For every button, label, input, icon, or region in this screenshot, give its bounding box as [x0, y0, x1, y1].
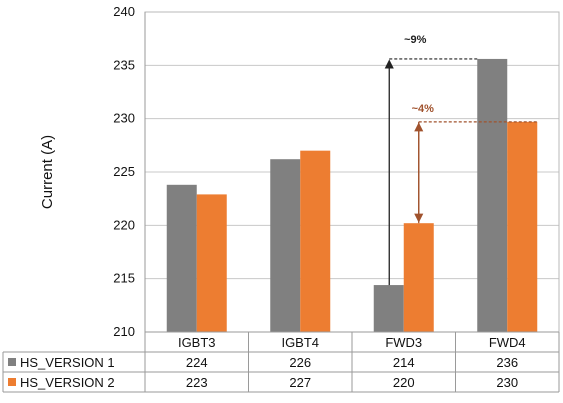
bars: [166, 58, 538, 332]
y-axis-ticks: 210 215 220 225 230 235 240: [113, 4, 135, 339]
category-label-fwd4: FWD4: [489, 335, 526, 350]
bar-hs-version-2-igbt4: [300, 150, 331, 332]
category-label-igbt3: IGBT3: [178, 335, 216, 350]
bar-hs-version-1-igbt3: [166, 184, 197, 332]
legend-label-1: HS_VERSION 1: [20, 355, 115, 370]
annotation-9pct-label: ~9%: [404, 34, 427, 46]
table-cell: 236: [496, 355, 518, 370]
bar-hs-version-2-fwd4: [507, 121, 538, 332]
table-cell: 226: [289, 355, 311, 370]
table-cell: 227: [289, 375, 311, 390]
annotations: ~9% ~4%: [384, 34, 538, 286]
y-tick-label: 240: [113, 4, 135, 19]
y-tick-label: 235: [113, 57, 135, 72]
bar-hs-version-1-igbt4: [270, 159, 301, 332]
table-cell: 223: [186, 375, 208, 390]
bar-hs-version-2-igbt3: [196, 194, 227, 332]
bar-hs-version-1-fwd3: [373, 285, 404, 332]
table-cell: 230: [496, 375, 518, 390]
bar-hs-version-2-fwd3: [403, 223, 434, 332]
y-tick-label: 220: [113, 217, 135, 232]
data-table: IGBT3 IGBT4 FWD3 FWD4 HS_VERSION 1 224 226 214 2…: [2, 12, 560, 393]
legend-swatch-1: [8, 358, 16, 366]
category-label-igbt4: IGBT4: [281, 335, 319, 350]
table-cell: 224: [186, 355, 208, 370]
legend-swatch-2: [8, 378, 16, 386]
y-axis-label: Current (A): [39, 135, 56, 209]
y-tick-label: 230: [113, 111, 135, 126]
table-cell: 214: [393, 355, 415, 370]
category-label-fwd3: FWD3: [385, 335, 422, 350]
table-cell: 220: [393, 375, 415, 390]
y-tick-label: 225: [113, 164, 135, 179]
y-tick-label: 210: [113, 324, 135, 339]
y-tick-label: 215: [113, 271, 135, 286]
bar-hs-version-1-fwd4: [477, 58, 508, 332]
legend-label-2: HS_VERSION 2: [20, 375, 115, 390]
annotation-4pct-label: ~4%: [412, 103, 435, 115]
